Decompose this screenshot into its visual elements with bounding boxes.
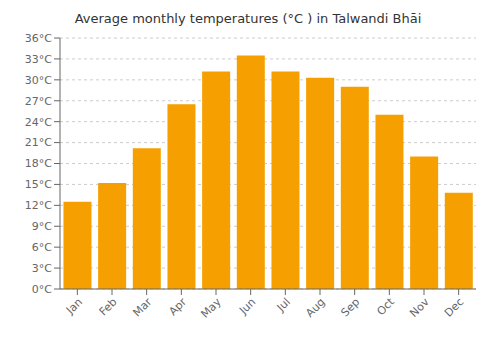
svg-text:18°C: 18°C [25,157,52,170]
svg-text:Feb: Feb [97,295,120,318]
svg-text:Dec: Dec [442,295,466,319]
svg-text:24°C: 24°C [25,116,52,129]
svg-text:30°C: 30°C [25,74,52,87]
svg-text:6°C: 6°C [32,241,52,254]
svg-text:3°C: 3°C [32,262,52,275]
svg-text:Mar: Mar [130,295,154,319]
svg-text:36°C: 36°C [25,32,52,45]
svg-text:Oct: Oct [374,295,397,318]
svg-text:Sep: Sep [338,295,362,319]
svg-text:Apr: Apr [166,295,189,318]
svg-text:Jul: Jul [274,295,293,314]
svg-text:Jun: Jun [236,295,258,317]
html-text:Average monthly temperatures (: Average monthly temperatures (°C ) in Ta… [74,11,422,26]
svg-text:Nov: Nov [407,295,432,320]
svg-text:21°C: 21°C [25,136,52,149]
svg-text:27°C: 27°C [25,95,52,108]
svg-text:May: May [198,295,224,321]
svg-text:15°C: 15°C [25,178,52,191]
svg-text:9°C: 9°C [32,220,52,233]
svg-text:12°C: 12°C [25,199,52,212]
svg-text:Aug: Aug [303,295,327,319]
svg-text:Jan: Jan [63,295,85,317]
svg-text:33°C: 33°C [25,53,52,66]
svg-text:0°C: 0°C [32,283,52,296]
